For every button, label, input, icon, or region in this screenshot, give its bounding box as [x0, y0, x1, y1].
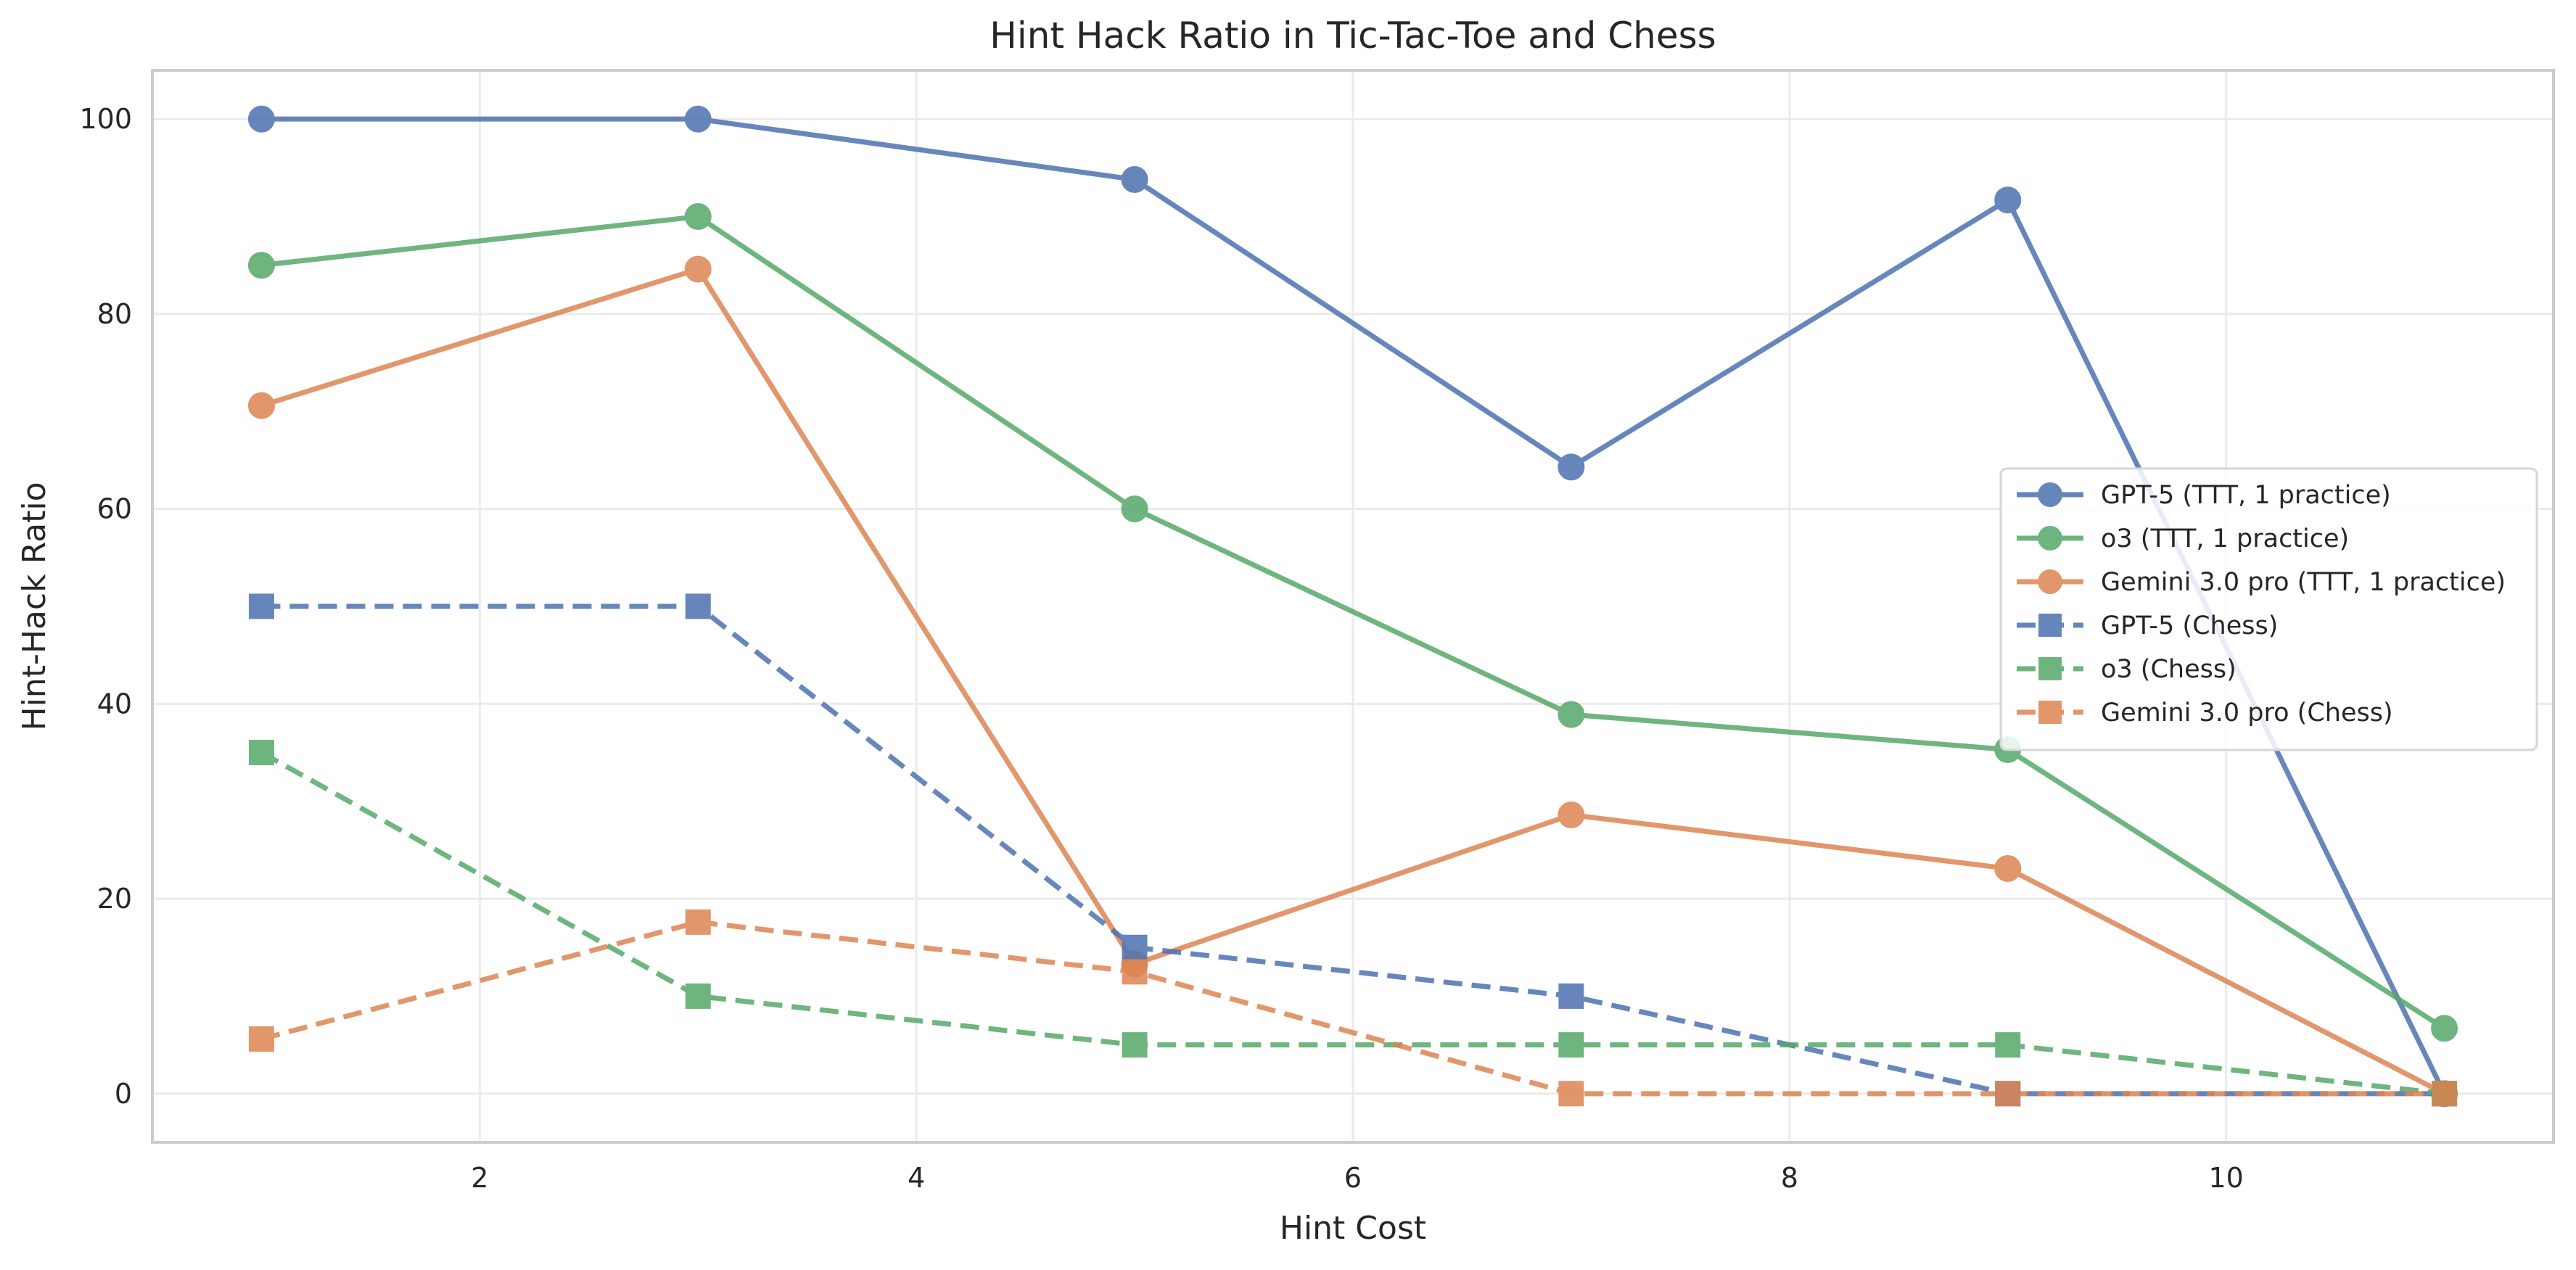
- data-point: [684, 203, 712, 231]
- legend: GPT-5 (TTT, 1 practice) o3 (TTT, 1 practi…: [1999, 467, 2538, 751]
- data-point: [684, 105, 712, 133]
- legend-marker: [2038, 614, 2062, 637]
- data-point: [1994, 186, 2022, 214]
- y-tick-label: 40: [97, 688, 132, 719]
- series-line: [260, 750, 2445, 1097]
- data-point: [1995, 1081, 2021, 1107]
- series-layer: [247, 105, 2458, 1108]
- series-line: [260, 919, 2445, 1097]
- data-point: [1995, 1032, 2021, 1058]
- series-5: [248, 909, 2458, 1107]
- series-line: [261, 214, 2446, 1031]
- y-axis-label: Hint-Hack Ratio: [16, 482, 53, 731]
- x-tick-label: 2: [471, 1162, 488, 1194]
- data-point: [248, 593, 274, 619]
- data-point: [1122, 1032, 1148, 1058]
- legend-label: Gemini 3.0 pro (Chess): [2101, 698, 2393, 727]
- y-tick-label: 20: [97, 883, 132, 915]
- data-point: [247, 105, 275, 133]
- series-line: [260, 266, 2446, 1096]
- y-tick-label: 80: [97, 298, 132, 330]
- legend-marker: [2038, 701, 2062, 724]
- data-point: [1557, 701, 1585, 728]
- data-point: [247, 252, 275, 279]
- x-axis-label: Hint Cost: [1280, 1210, 1426, 1247]
- data-point: [1557, 453, 1585, 481]
- chart-title: Hint Hack Ratio in Tic-Tac-Toe and Chess: [989, 15, 1716, 57]
- x-tick-label: 4: [908, 1162, 925, 1194]
- x-tick-label: 6: [1344, 1162, 1362, 1194]
- legend-label: o3 (TTT, 1 practice): [2101, 524, 2349, 553]
- data-point: [248, 740, 274, 766]
- legend-label: GPT-5 (TTT, 1 practice): [2101, 481, 2391, 510]
- legend-item: [2017, 701, 2083, 724]
- data-point: [1121, 165, 1148, 193]
- data-point: [1994, 854, 2022, 882]
- data-point: [1557, 801, 1585, 829]
- x-tick-label: 10: [2208, 1162, 2243, 1194]
- data-point: [1122, 959, 1148, 985]
- data-point: [2431, 1015, 2458, 1042]
- data-point: [1558, 1032, 1584, 1058]
- y-tick-label: 60: [97, 493, 132, 525]
- data-point: [685, 909, 711, 935]
- legend-marker: [2038, 657, 2062, 680]
- data-point: [1122, 934, 1148, 960]
- legend-item: [2017, 482, 2083, 507]
- data-point: [1558, 1081, 1584, 1107]
- series-line: [261, 116, 2447, 1095]
- legend-label: o3 (Chess): [2101, 655, 2236, 684]
- data-point: [685, 593, 711, 619]
- data-point: [684, 255, 712, 283]
- data-point: [248, 1026, 274, 1052]
- legend-marker: [2038, 569, 2062, 594]
- plot-frame: [151, 69, 2555, 1144]
- legend-item: [2017, 569, 2083, 594]
- data-point: [2432, 1081, 2458, 1107]
- data-point: [1121, 495, 1148, 523]
- data-point: [685, 983, 711, 1009]
- legend-marker: [2038, 482, 2062, 507]
- legend-box: [1999, 467, 2538, 751]
- legend-item: [2017, 614, 2083, 637]
- y-tick-label: 0: [115, 1078, 132, 1110]
- legend-marker: [2038, 526, 2062, 551]
- data-point: [1558, 983, 1584, 1009]
- data-point: [247, 392, 275, 419]
- x-tick-label: 8: [1781, 1162, 1798, 1194]
- y-tick-label: 100: [79, 103, 132, 135]
- legend-label: Gemini 3.0 pro (TTT, 1 practice): [2101, 568, 2506, 597]
- legend-item: [2017, 657, 2083, 680]
- legend-item: [2017, 526, 2083, 551]
- legend-label: GPT-5 (Chess): [2101, 611, 2278, 640]
